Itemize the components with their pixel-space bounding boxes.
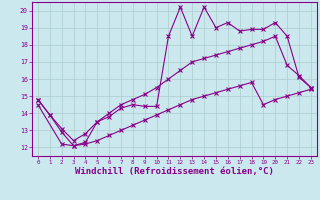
X-axis label: Windchill (Refroidissement éolien,°C): Windchill (Refroidissement éolien,°C) xyxy=(75,167,274,176)
